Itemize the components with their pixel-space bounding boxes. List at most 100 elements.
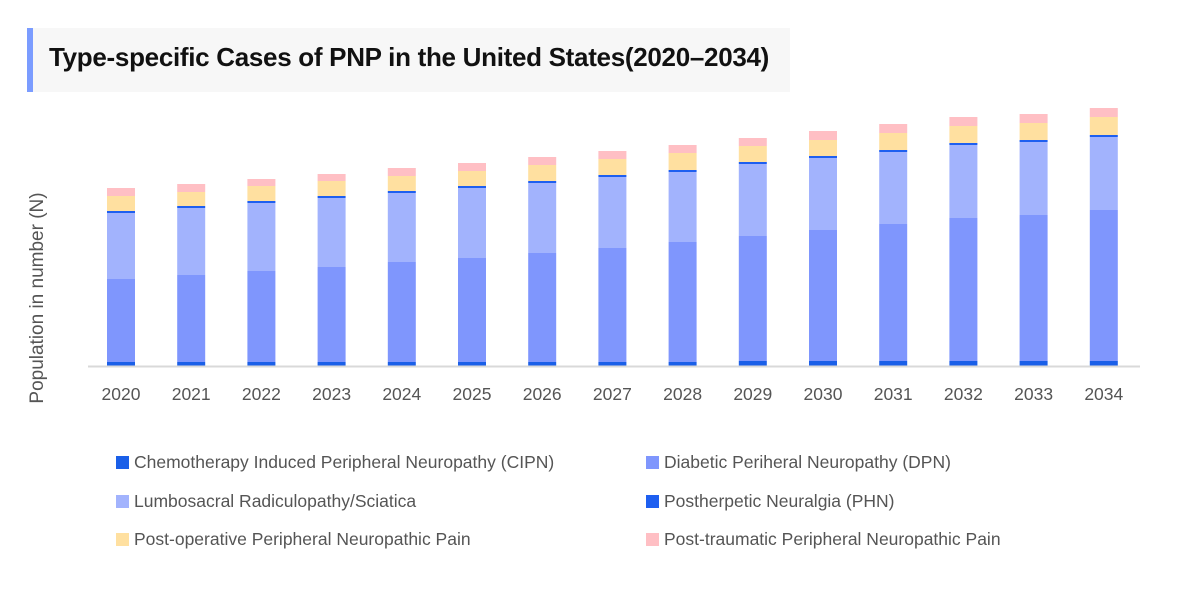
legend-swatch (116, 456, 129, 469)
bar-segment-2024-s1 (387, 262, 416, 362)
bar-segment-2030-s5 (809, 131, 837, 140)
bar-segment-2031-s1 (879, 224, 908, 361)
legend-swatch (646, 494, 659, 508)
bar-segment-2020-s3 (107, 211, 135, 213)
bar-segment-2033-s2 (1019, 142, 1048, 215)
bar-segment-2030-s0 (809, 361, 837, 366)
bar-segment-2021-s4 (177, 192, 206, 206)
legend-item: Post-traumatic Peripheral Neuropathic Pa… (646, 529, 1001, 550)
x-tick-label: 2034 (1084, 384, 1123, 404)
x-tick-label: 2028 (663, 384, 702, 404)
bar-segment-2030-s1 (809, 230, 837, 361)
bar-segment-2023-s4 (317, 181, 346, 196)
bar-segment-2020-s0 (107, 362, 135, 366)
bar-segment-2031-s3 (879, 150, 908, 152)
bar-segment-2032-s0 (949, 361, 978, 366)
bar-segment-2024-s2 (387, 193, 416, 262)
bar-segment-2034-s2 (1089, 137, 1118, 210)
chart-title-box: Type-specific Cases of PNP in the United… (27, 28, 790, 92)
legend-label: Post-traumatic Peripheral Neuropathic Pa… (664, 529, 1001, 549)
bar-segment-2029-s0 (738, 361, 767, 366)
legend-swatch (646, 533, 659, 546)
bar-segment-2031-s5 (879, 124, 908, 133)
x-tick-label: 2029 (733, 384, 772, 404)
bar-segment-2034-s0 (1089, 361, 1118, 366)
bar-segment-2033-s0 (1019, 361, 1048, 366)
bar-segment-2033-s5 (1019, 114, 1048, 123)
bar-segment-2034-s4 (1089, 117, 1118, 135)
bar-segment-2026-s4 (528, 165, 557, 181)
bar-segment-2029-s1 (738, 236, 767, 361)
bar-segment-2028-s1 (668, 242, 697, 362)
bar-segment-2032-s3 (949, 143, 978, 145)
x-tick-label: 2031 (874, 384, 913, 404)
bar-segment-2021-s3 (177, 206, 206, 208)
legend-item: Postherpetic Neuralgia (PHN) (646, 491, 895, 512)
bar-segment-2022-s2 (247, 203, 276, 271)
bar-segment-2025-s0 (458, 362, 486, 366)
bar-segment-2026-s5 (528, 157, 557, 165)
bar-segment-2023-s3 (317, 196, 346, 198)
bar-segment-2029-s5 (738, 138, 767, 146)
bar-segment-2032-s1 (949, 218, 978, 361)
bar-segment-2021-s1 (177, 275, 206, 362)
bar-segment-2029-s4 (738, 146, 767, 162)
legend-item: Diabetic Periheral Neuropathy (DPN) (646, 452, 951, 473)
legend-item: Post-operative Peripheral Neuropathic Pa… (116, 529, 471, 550)
bar-segment-2028-s4 (668, 153, 697, 170)
x-tick-label: 2021 (172, 384, 211, 404)
bar-segment-2023-s5 (317, 174, 346, 181)
bar-segment-2027-s4 (598, 159, 627, 175)
x-tick-label: 2033 (1014, 384, 1053, 404)
bar-segment-2034-s3 (1089, 135, 1118, 137)
bar-segment-2023-s2 (317, 198, 346, 267)
bar-segment-2034-s1 (1089, 210, 1118, 361)
bar-segment-2025-s2 (458, 188, 486, 258)
x-tick-label: 2026 (523, 384, 562, 404)
bar-segment-2026-s0 (528, 362, 557, 366)
legend-swatch (116, 533, 129, 546)
bar-segment-2027-s3 (598, 175, 627, 177)
bar-segment-2025-s1 (458, 258, 486, 362)
bar-segment-2027-s1 (598, 248, 627, 362)
bar-segment-2033-s1 (1019, 215, 1048, 361)
bar-segment-2023-s0 (317, 362, 346, 366)
bar-segment-2021-s5 (177, 184, 206, 192)
bar-segment-2025-s5 (458, 163, 486, 171)
bar-segment-2028-s5 (668, 145, 697, 153)
x-tick-label: 2030 (804, 384, 843, 404)
legend-label: Postherpetic Neuralgia (PHN) (664, 490, 895, 511)
bar-segment-2029-s2 (738, 164, 767, 236)
x-tick-label: 2023 (312, 384, 351, 404)
legend-label: Post-operative Peripheral Neuropathic Pa… (134, 529, 471, 549)
bar-segment-2028-s3 (668, 170, 697, 172)
bar-segment-2024-s5 (387, 168, 416, 176)
bar-segment-2033-s3 (1019, 140, 1048, 142)
chart-title: Type-specific Cases of PNP in the United… (49, 42, 770, 72)
x-tick-label: 2025 (453, 384, 492, 404)
bar-segment-2024-s3 (387, 191, 416, 193)
bar-segment-2030-s4 (809, 140, 837, 156)
bar-segment-2028-s0 (668, 362, 697, 366)
legend-swatch (646, 456, 659, 469)
bar-segment-2027-s2 (598, 177, 627, 248)
legend-item: Chemotherapy Induced Peripheral Neuropat… (116, 452, 554, 473)
bar-segment-2022-s1 (247, 271, 276, 362)
bar-segment-2026-s3 (528, 181, 557, 183)
legend-swatch (116, 494, 129, 508)
x-tick-label: 2022 (242, 384, 281, 404)
bar-segment-2022-s4 (247, 186, 276, 201)
bar-segment-2022-s0 (247, 362, 276, 366)
bar-segment-2033-s4 (1019, 123, 1048, 140)
bar-segment-2020-s1 (107, 279, 135, 362)
bar-segment-2020-s4 (107, 196, 135, 211)
bar-segment-2023-s1 (317, 267, 346, 362)
bar-segment-2021-s0 (177, 362, 206, 366)
bar-segment-2025-s4 (458, 171, 486, 186)
bar-segment-2032-s4 (949, 126, 978, 143)
bar-segment-2026-s2 (528, 183, 557, 253)
bar-segment-2031-s0 (879, 361, 908, 366)
legend-label: Chemotherapy Induced Peripheral Neuropat… (134, 452, 555, 472)
bar-segment-2020-s5 (107, 188, 135, 196)
